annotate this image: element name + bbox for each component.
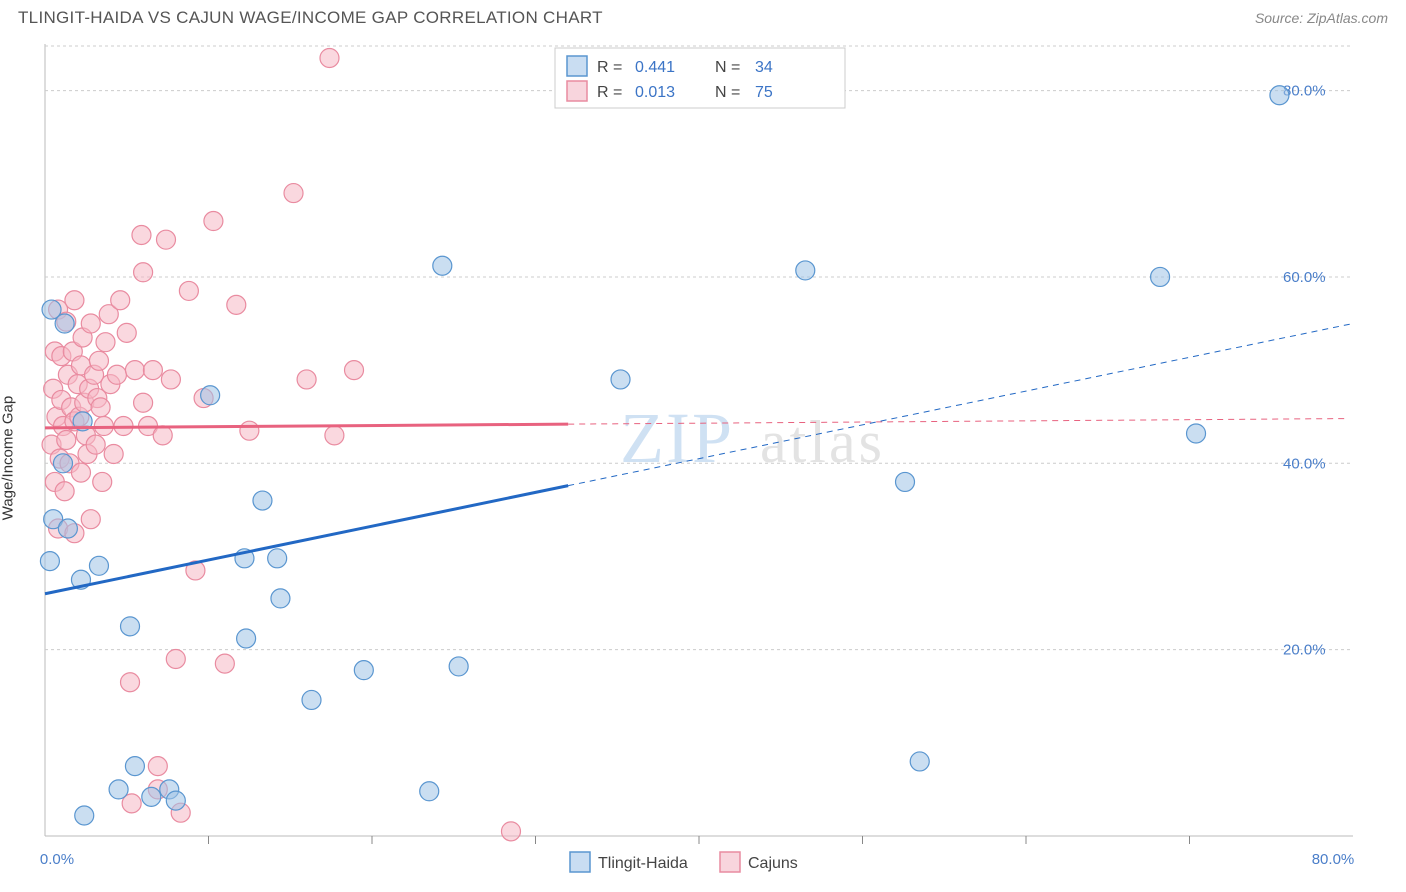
data-point-cajuns [81,314,100,333]
data-point-cajuns [89,351,108,370]
stat-label: N = [715,59,740,76]
chart-area: Wage/Income Gap 20.0% 40.0% 60.0% 80.0% 0.0%… [0,32,1406,884]
stat-value: 0.013 [635,84,675,101]
data-point-cajuns [96,333,115,352]
data-point-cajuns [81,510,100,529]
data-point-tlingit [75,806,94,825]
data-point-cajuns [125,361,144,380]
data-point-tlingit [166,791,185,810]
data-point-tlingit [201,386,220,405]
data-point-cajuns [71,463,90,482]
data-point-tlingit [1270,86,1289,105]
stat-value: 0.441 [635,59,675,76]
data-point-cajuns [107,365,126,384]
legend-label: Cajuns [748,855,798,872]
data-point-tlingit [40,552,59,571]
data-point-cajuns [240,421,259,440]
data-point-cajuns [161,370,180,389]
data-point-tlingit [896,472,915,491]
data-point-cajuns [91,398,110,417]
stat-label: N = [715,84,740,101]
data-point-cajuns [179,281,198,300]
data-point-tlingit [611,370,630,389]
data-point-tlingit [354,661,373,680]
data-point-tlingit [420,782,439,801]
data-point-tlingit [142,787,161,806]
data-point-tlingit [253,491,272,510]
data-point-cajuns [143,361,162,380]
data-point-cajuns [86,435,105,454]
data-point-cajuns [156,230,175,249]
data-point-cajuns [65,291,84,310]
data-point-tlingit [910,752,929,771]
data-point-cajuns [55,482,74,501]
x-tick-label: 80.0% [1312,851,1355,868]
data-point-cajuns [320,48,339,67]
data-point-tlingit [53,454,72,473]
data-point-tlingit [237,629,256,648]
data-point-cajuns [284,184,303,203]
legend-swatch-blue [570,852,590,872]
legend-swatch-pink [720,852,740,872]
chart-header: TLINGIT-HAIDA VS CAJUN WAGE/INCOME GAP C… [0,0,1406,32]
legend-label: Tlingit-Haida [598,855,688,872]
stat-label: R = [597,84,622,101]
stat-label: R = [597,59,622,76]
data-point-cajuns [215,654,234,673]
data-point-cajuns [345,361,364,380]
data-point-cajuns [93,472,112,491]
data-point-tlingit [449,657,468,676]
data-point-tlingit [125,757,144,776]
y-axis-label: Wage/Income Gap [0,396,17,521]
data-point-tlingit [58,519,77,538]
data-point-cajuns [148,757,167,776]
data-point-tlingit [1151,267,1170,286]
data-point-tlingit [268,549,287,568]
data-point-tlingit [89,556,108,575]
data-point-cajuns [57,431,76,450]
y-tick-label: 60.0% [1283,269,1326,286]
data-point-cajuns [227,295,246,314]
data-point-cajuns [132,226,151,245]
data-point-cajuns [325,426,344,445]
data-point-cajuns [134,393,153,412]
legend-swatch-pink [567,81,587,101]
data-point-cajuns [111,291,130,310]
data-point-cajuns [153,426,172,445]
y-tick-label: 80.0% [1283,83,1326,100]
data-point-tlingit [55,314,74,333]
data-point-cajuns [117,323,136,342]
y-tick-label: 40.0% [1283,455,1326,472]
data-point-cajuns [166,649,185,668]
data-point-cajuns [104,444,123,463]
stat-value: 75 [755,84,773,101]
chart-source: Source: ZipAtlas.com [1255,10,1388,26]
y-tick-label: 20.0% [1283,642,1326,659]
watermark: atlas [760,409,885,475]
data-point-cajuns [297,370,316,389]
data-point-tlingit [1187,424,1206,443]
data-point-cajuns [204,212,223,231]
scatter-chart-svg: 20.0% 40.0% 60.0% 80.0% 0.0% 80.0% ZIP atlas R =… [0,32,1406,884]
stat-value: 34 [755,59,773,76]
data-point-cajuns [134,263,153,282]
legend-swatch-blue [567,56,587,76]
data-point-tlingit [433,256,452,275]
data-point-tlingit [121,617,140,636]
data-point-tlingit [271,589,290,608]
trend-line [45,486,568,594]
data-point-tlingit [109,780,128,799]
data-point-tlingit [302,690,321,709]
data-point-cajuns [121,673,140,692]
data-point-cajuns [501,822,520,841]
watermark: ZIP [620,398,734,478]
x-tick-label: 0.0% [40,851,74,868]
data-point-tlingit [796,261,815,280]
chart-title: TLINGIT-HAIDA VS CAJUN WAGE/INCOME GAP C… [18,8,603,28]
